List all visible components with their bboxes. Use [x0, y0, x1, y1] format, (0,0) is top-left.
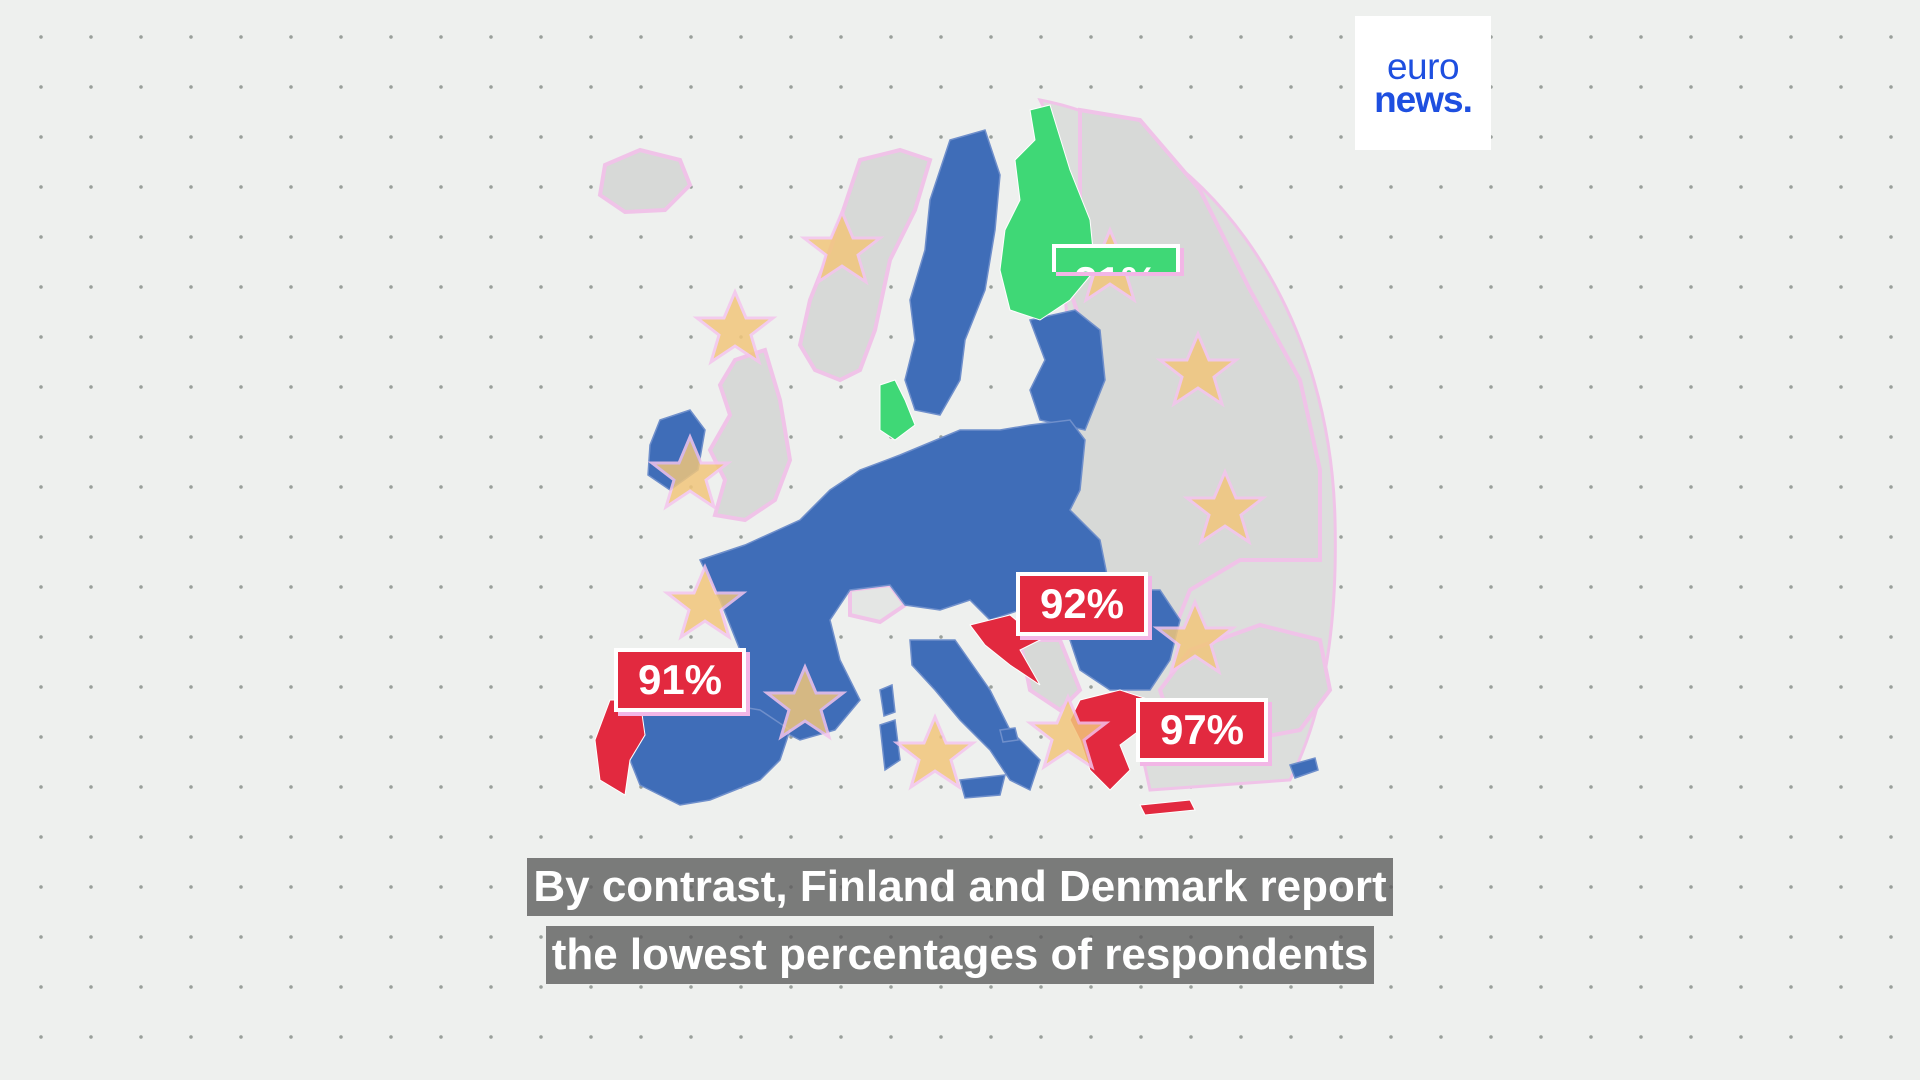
- subtitle-caption: By contrast, Finland and Denmark report …: [0, 858, 1920, 994]
- baltics: [1028, 309, 1106, 431]
- norway: [797, 147, 933, 383]
- label-finland-value: 21%: [1074, 258, 1158, 272]
- logo-line2: news.: [1374, 79, 1473, 120]
- sardinia: [879, 718, 901, 772]
- logo-line1: euro: [1386, 45, 1460, 87]
- great-britain: [707, 347, 793, 523]
- label-greece-value: 97%: [1159, 706, 1245, 753]
- sweden: [904, 129, 1001, 416]
- label-croatia: 92%: [1016, 572, 1148, 636]
- caption-line-1: By contrast, Finland and Denmark report: [527, 858, 1393, 916]
- label-finland: 21%: [1052, 244, 1180, 272]
- caption-line-2: the lowest percentages of respondents: [545, 926, 1375, 984]
- label-greece: 97%: [1136, 698, 1268, 762]
- label-portugal: 91%: [614, 648, 746, 712]
- sicily: [959, 774, 1006, 799]
- spain: [629, 699, 791, 806]
- cyprus: [1289, 757, 1319, 779]
- iceland: [597, 147, 693, 215]
- denmark: [879, 379, 916, 441]
- label-portugal-value: 91%: [637, 656, 723, 703]
- euronews-logo: euro news.: [1355, 16, 1491, 150]
- corsica: [879, 683, 896, 718]
- italy: [909, 639, 1041, 792]
- label-croatia-value: 92%: [1039, 580, 1125, 627]
- crete: [1139, 799, 1196, 816]
- malta-crete-blue: [999, 727, 1019, 743]
